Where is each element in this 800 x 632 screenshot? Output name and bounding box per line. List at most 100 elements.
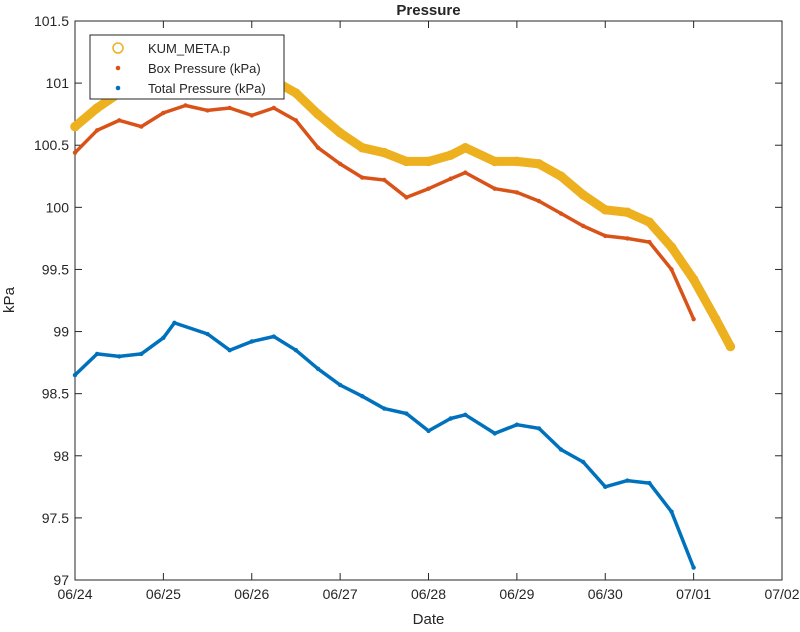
data-point [625, 478, 630, 483]
data-point [534, 159, 544, 169]
data-point [249, 113, 254, 118]
data-point [337, 382, 343, 388]
data-point [227, 105, 232, 111]
data-point [710, 314, 721, 324]
data-point [205, 331, 210, 337]
data-point [360, 175, 365, 180]
data-point [315, 145, 321, 150]
x-axis-label: Date [413, 611, 445, 627]
y-tick-label: 98 [53, 448, 69, 464]
data-point [556, 171, 566, 182]
data-point [514, 422, 520, 427]
data-point [139, 351, 144, 357]
y-tick-label: 97 [53, 572, 69, 588]
data-point [313, 109, 323, 119]
data-point [600, 205, 610, 215]
data-point [205, 108, 210, 113]
series-1 [72, 103, 696, 322]
x-tick-label: 06/24 [57, 586, 92, 602]
data-point [161, 335, 166, 340]
data-point [337, 161, 343, 167]
data-point [249, 339, 254, 344]
data-point [92, 103, 102, 113]
legend-label: Total Pressure (kPa) [148, 81, 266, 96]
data-point [603, 484, 608, 490]
plot-area [74, 20, 783, 581]
data-point [558, 211, 564, 216]
data-point [448, 176, 453, 181]
data-point [463, 412, 468, 417]
data-point [666, 242, 677, 252]
data-point [514, 190, 520, 195]
x-tick-label: 06/25 [146, 586, 181, 602]
legend-marker [115, 85, 121, 91]
data-point [580, 223, 586, 229]
data-point [622, 207, 633, 218]
y-tick-label: 99.5 [42, 261, 69, 277]
data-point [404, 195, 409, 200]
data-point [536, 426, 542, 431]
data-point [360, 393, 365, 399]
data-point [445, 150, 456, 160]
y-tick-label: 100.5 [34, 137, 69, 153]
data-point [404, 411, 409, 416]
data-point [315, 366, 321, 372]
data-point [558, 447, 564, 452]
data-point [647, 239, 652, 245]
data-point [463, 170, 468, 175]
data-point [271, 334, 277, 339]
data-point [172, 320, 177, 326]
y-tick-label: 97.5 [42, 510, 69, 526]
x-tick-label: 06/27 [323, 586, 358, 602]
data-point [94, 128, 100, 133]
data-point [72, 150, 78, 155]
data-point [335, 128, 345, 138]
data-point [426, 428, 431, 434]
x-tick-label: 06/26 [234, 586, 269, 602]
legend-marker [112, 42, 124, 54]
data-point [423, 156, 434, 167]
data-point [578, 190, 588, 200]
data-point [644, 217, 655, 227]
data-point [379, 147, 390, 158]
x-tick-label: 07/01 [676, 586, 711, 602]
data-point [669, 267, 674, 272]
data-point [490, 156, 500, 167]
data-point [426, 186, 431, 191]
data-point [139, 124, 144, 129]
data-point [293, 347, 299, 353]
data-point [512, 156, 522, 167]
data-point [382, 177, 387, 183]
legend-label: KUM_META.p [148, 41, 230, 56]
data-point [70, 121, 80, 132]
data-point [116, 118, 122, 123]
data-point [293, 118, 299, 123]
chart-title: Pressure [396, 2, 460, 19]
x-tick-label: 06/30 [588, 586, 623, 602]
data-point [271, 105, 277, 111]
series-2 [72, 320, 696, 570]
data-point [183, 103, 188, 108]
data-point [603, 233, 608, 239]
data-point [536, 198, 542, 204]
data-point [688, 274, 699, 285]
data-point [691, 565, 696, 570]
data-point [725, 341, 736, 352]
data-point [448, 416, 453, 421]
data-point [227, 347, 232, 353]
data-point [401, 156, 412, 167]
data-point [291, 88, 301, 98]
data-point [580, 459, 586, 465]
data-point [460, 142, 471, 153]
y-tick-label: 101.5 [34, 13, 69, 29]
data-point [357, 142, 367, 153]
legend-marker [115, 65, 121, 71]
data-point [94, 351, 100, 357]
ticks-layer: 06/24 06/25 06/26 06/27 06/28 06/29 06/30 07/01… [34, 13, 800, 602]
data-point [382, 406, 387, 411]
x-tick-label: 06/29 [499, 586, 534, 602]
y-tick-label: 100 [46, 199, 70, 215]
data-point [691, 316, 696, 322]
